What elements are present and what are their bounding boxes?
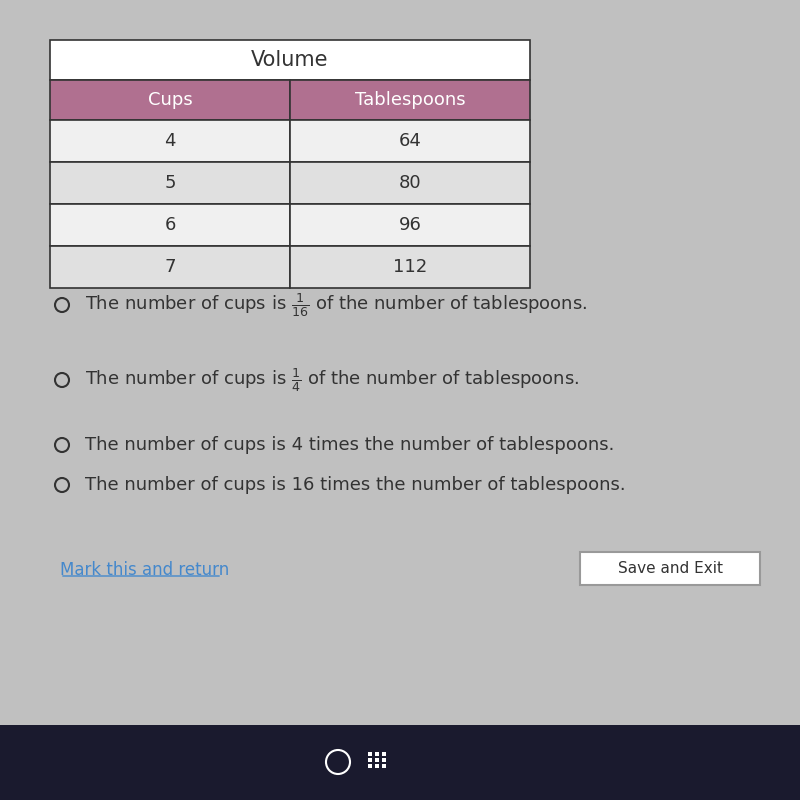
Text: The number of cups is 16 times the number of tablespoons.: The number of cups is 16 times the numbe… xyxy=(85,476,626,494)
Text: 80: 80 xyxy=(398,174,422,192)
Bar xyxy=(50,246,290,288)
Text: The number of cups is $\frac{1}{4}$ of the number of tablespoons.: The number of cups is $\frac{1}{4}$ of t… xyxy=(85,366,579,394)
Bar xyxy=(382,758,386,762)
Bar xyxy=(290,204,530,246)
Bar xyxy=(382,752,386,756)
Bar xyxy=(290,162,530,204)
Bar xyxy=(368,752,372,756)
Text: 4: 4 xyxy=(164,132,176,150)
Text: 7: 7 xyxy=(164,258,176,276)
Text: 6: 6 xyxy=(164,216,176,234)
Bar xyxy=(50,204,290,246)
Text: Mark this and return: Mark this and return xyxy=(60,561,230,579)
Text: 112: 112 xyxy=(393,258,427,276)
Bar xyxy=(50,40,530,80)
Bar xyxy=(375,764,379,768)
Text: Tablespoons: Tablespoons xyxy=(354,91,466,109)
Bar xyxy=(50,80,290,120)
Bar xyxy=(290,120,530,162)
Bar xyxy=(375,752,379,756)
Text: The number of cups is $\frac{1}{16}$ of the number of tablespoons.: The number of cups is $\frac{1}{16}$ of … xyxy=(85,291,587,319)
Bar xyxy=(290,246,530,288)
Text: Volume: Volume xyxy=(251,50,329,70)
Bar xyxy=(580,552,760,585)
Text: Save and Exit: Save and Exit xyxy=(618,561,722,576)
Bar xyxy=(368,758,372,762)
Text: 64: 64 xyxy=(398,132,422,150)
Bar xyxy=(0,725,800,800)
Text: The number of cups is 4 times the number of tablespoons.: The number of cups is 4 times the number… xyxy=(85,436,614,454)
Bar xyxy=(382,764,386,768)
Bar xyxy=(50,162,290,204)
Bar xyxy=(375,758,379,762)
Text: 5: 5 xyxy=(164,174,176,192)
Bar xyxy=(50,120,290,162)
Bar xyxy=(368,764,372,768)
Text: Cups: Cups xyxy=(148,91,192,109)
Bar xyxy=(290,80,530,120)
Text: 96: 96 xyxy=(398,216,422,234)
